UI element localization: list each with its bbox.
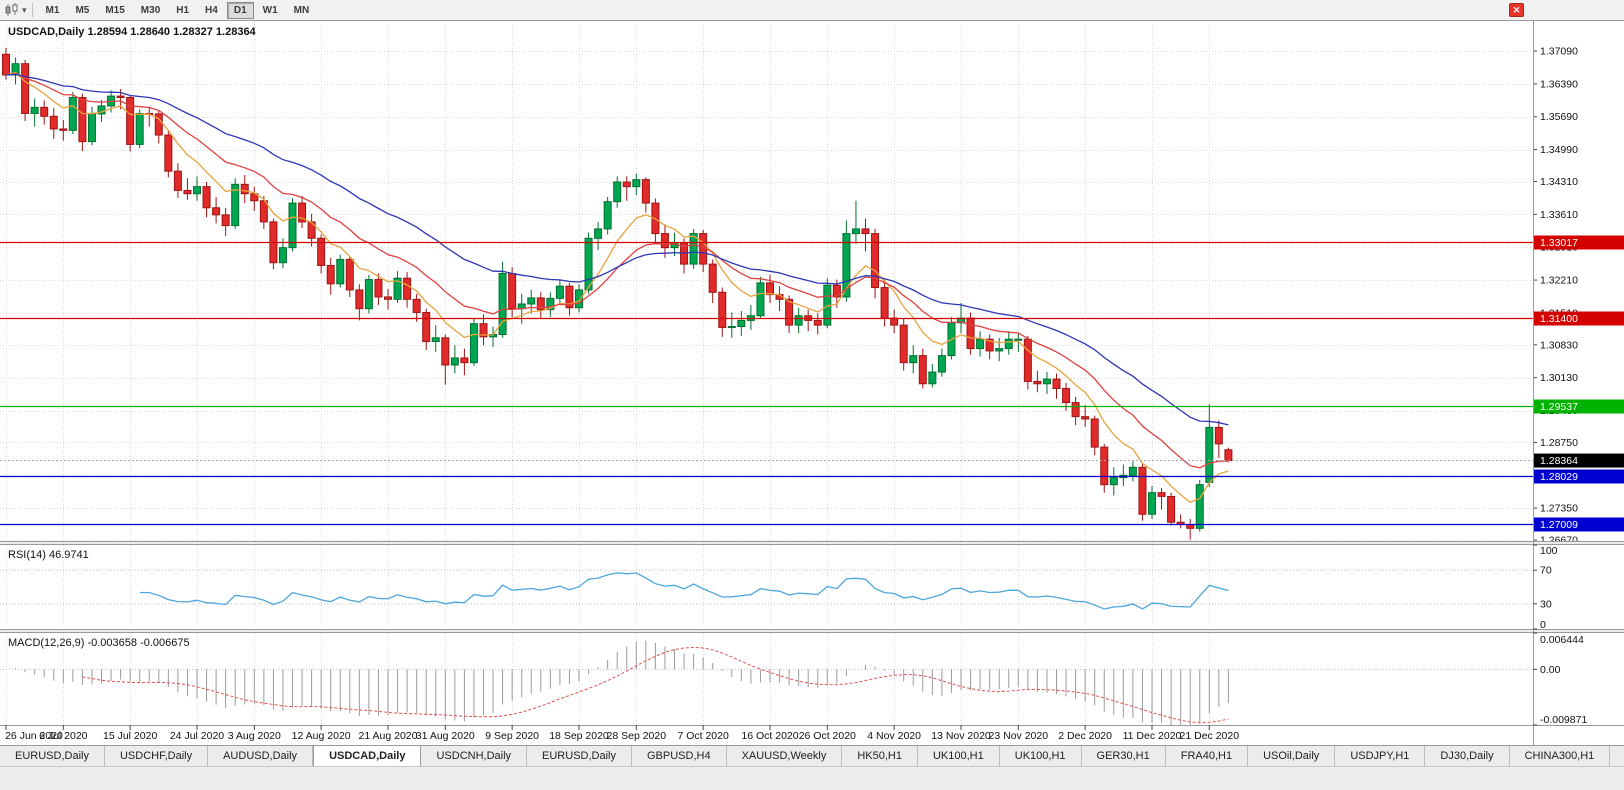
svg-text:1.37090: 1.37090 (1540, 46, 1578, 58)
tab-fra40-h1-12[interactable]: FRA40,H1 (1165, 746, 1249, 766)
svg-text:26 Oct 2020: 26 Oct 2020 (799, 730, 856, 742)
status-bar (0, 766, 1624, 790)
svg-text:4 Nov 2020: 4 Nov 2020 (867, 730, 921, 742)
svg-text:26 Jun 2020: 26 Jun 2020 (5, 730, 63, 742)
timeframe-button-m30[interactable]: M30 (134, 2, 167, 19)
svg-text:70: 70 (1540, 565, 1552, 577)
tab-usdjpy-h1-14[interactable]: USDJPY,H1 (1335, 746, 1426, 766)
svg-text:1.36390: 1.36390 (1540, 78, 1578, 90)
timeframe-buttons: M1 M5 M15 M30 H1 H4 D1 W1 MN (38, 1, 318, 19)
tab-uk100-h1-10[interactable]: UK100,H1 (999, 746, 1082, 766)
tab-usoil-daily-13[interactable]: USOil,Daily (1248, 746, 1336, 766)
svg-text:1.32210: 1.32210 (1540, 275, 1578, 287)
macd-panel: 0.006444 0.00 -0.009871 MACD(12,26,9) -0.00… (0, 632, 1587, 726)
svg-text:1.34310: 1.34310 (1540, 176, 1578, 188)
timeframe-button-m5[interactable]: M5 (68, 2, 96, 19)
svg-text:1.35690: 1.35690 (1540, 111, 1578, 123)
svg-text:1.33017: 1.33017 (1540, 237, 1578, 249)
chart-background (0, 21, 1624, 745)
tab-ger30-h1-11[interactable]: GER30,H1 (1081, 746, 1166, 766)
timeframe-button-mn[interactable]: MN (287, 2, 317, 19)
tab-eurusd-daily-5[interactable]: EURUSD,Daily (527, 746, 632, 766)
svg-text:9 Sep 2020: 9 Sep 2020 (485, 730, 539, 742)
tab-gbpusd-h4-6[interactable]: GBPUSD,H4 (632, 746, 727, 766)
svg-text:1.29537: 1.29537 (1540, 401, 1578, 413)
svg-text:28 Sep 2020: 28 Sep 2020 (607, 730, 667, 742)
tab-usdchf-daily-1[interactable]: USDCHF,Daily (104, 746, 209, 766)
candlestick-chart-icon[interactable] (4, 3, 20, 17)
svg-text:30: 30 (1540, 598, 1552, 610)
timeframe-toolbar: ▾ M1 M5 M15 M30 H1 H4 D1 W1 MN ✕ (0, 0, 1624, 21)
svg-text:1.27350: 1.27350 (1540, 503, 1578, 515)
timeframe-button-h1[interactable]: H1 (169, 2, 196, 19)
price-chart-canvas[interactable]: 1.37090 1.36390 1.35690 1.34990 1.34310 1.336… (0, 21, 1624, 745)
svg-text:21 Aug 2020: 21 Aug 2020 (359, 730, 418, 742)
svg-text:-0.009871: -0.009871 (1540, 714, 1587, 726)
svg-text:0.006444: 0.006444 (1540, 634, 1584, 646)
svg-text:MACD(12,26,9) -0.003658 -0.006: MACD(12,26,9) -0.003658 -0.006675 (8, 637, 190, 649)
panel-separators[interactable] (0, 21, 1624, 745)
timeframe-button-d1[interactable]: D1 (226, 1, 254, 19)
tab-hk50-h1-8[interactable]: HK50,H1 (842, 746, 918, 766)
svg-text:1.28029: 1.28029 (1540, 471, 1578, 483)
svg-text:1.33610: 1.33610 (1540, 209, 1578, 221)
svg-text:23 Nov 2020: 23 Nov 2020 (989, 730, 1049, 742)
svg-text:USDCAD,Daily 1.28594 1.28640 1: USDCAD,Daily 1.28594 1.28640 1.28327 1.2… (8, 26, 257, 38)
tab-usdcnh-daily-4[interactable]: USDCNH,Daily (421, 746, 528, 766)
svg-text:7 Oct 2020: 7 Oct 2020 (677, 730, 729, 742)
svg-text:RSI(14) 46.9741: RSI(14) 46.9741 (8, 549, 89, 561)
rsi-panel: 100 70 30 0 RSI(14) 46.9741 (0, 544, 1558, 631)
svg-text:0: 0 (1540, 619, 1546, 631)
timeframe-button-h4[interactable]: H4 (198, 2, 225, 19)
toolbar-separator (31, 3, 33, 17)
svg-text:1.34990: 1.34990 (1540, 144, 1578, 156)
timeframe-button-w1[interactable]: W1 (256, 2, 285, 19)
svg-text:18 Sep 2020: 18 Sep 2020 (549, 730, 609, 742)
tab-china300-h1-16[interactable]: CHINA300,H1 (1509, 746, 1611, 766)
chart-title: USDCAD,Daily 1.28594 1.28640 1.28327 1.2… (8, 26, 257, 38)
timeframe-button-m15[interactable]: M15 (98, 2, 131, 19)
svg-text:3 Aug 2020: 3 Aug 2020 (228, 730, 281, 742)
tab-xauusd-weekly-7[interactable]: XAUUSD,Weekly (726, 746, 843, 766)
svg-text:16 Oct 2020: 16 Oct 2020 (741, 730, 798, 742)
svg-text:2 Dec 2020: 2 Dec 2020 (1058, 730, 1112, 742)
svg-text:1.30130: 1.30130 (1540, 372, 1578, 384)
svg-text:1.27009: 1.27009 (1540, 519, 1578, 531)
svg-text:12 Aug 2020: 12 Aug 2020 (292, 730, 351, 742)
tab-us-17[interactable]: US (1610, 746, 1624, 766)
svg-text:0.00: 0.00 (1540, 664, 1561, 676)
tab-dj30-daily-15[interactable]: DJ30,Daily (1425, 746, 1510, 766)
horizontal-line-objects[interactable]: 1.33017 1.31400 1.29537 1.28029 1.27009 (0, 235, 1624, 532)
tab-audusd-daily-2[interactable]: AUDUSD,Daily (208, 746, 314, 766)
timeframe-button-m1[interactable]: M1 (39, 2, 67, 19)
close-chart-button[interactable]: ✕ (1509, 3, 1524, 17)
svg-text:100: 100 (1540, 545, 1558, 557)
tab-eurusd-daily-0[interactable]: EURUSD,Daily (0, 746, 105, 766)
chart-dropdown-caret-icon[interactable]: ▾ (22, 4, 27, 15)
svg-text:1.30830: 1.30830 (1540, 339, 1578, 351)
svg-text:15 Jul 2020: 15 Jul 2020 (103, 730, 157, 742)
svg-text:13 Nov 2020: 13 Nov 2020 (931, 730, 991, 742)
svg-text:1.31400: 1.31400 (1540, 313, 1578, 325)
tab-usdcad-daily-3[interactable]: USDCAD,Daily (313, 746, 422, 766)
chart-tabs: EURUSD,Daily USDCHF,Daily AUDUSD,Daily USDC… (0, 745, 1624, 766)
svg-text:21 Dec 2020: 21 Dec 2020 (1180, 730, 1240, 742)
svg-text:24 Jul 2020: 24 Jul 2020 (170, 730, 224, 742)
svg-text:1.28750: 1.28750 (1540, 437, 1578, 449)
tab-uk100-h1-9[interactable]: UK100,H1 (917, 746, 1000, 766)
svg-text:31 Aug 2020: 31 Aug 2020 (416, 730, 475, 742)
svg-text:1.28364: 1.28364 (1540, 455, 1578, 467)
bid-price-line: 1.28364 (0, 453, 1624, 468)
svg-text:11 Dec 2020: 11 Dec 2020 (1123, 730, 1182, 742)
svg-text:6 Jul 2020: 6 Jul 2020 (39, 730, 88, 742)
chart-area[interactable]: 1.37090 1.36390 1.35690 1.34990 1.34310 1.336… (0, 21, 1624, 745)
